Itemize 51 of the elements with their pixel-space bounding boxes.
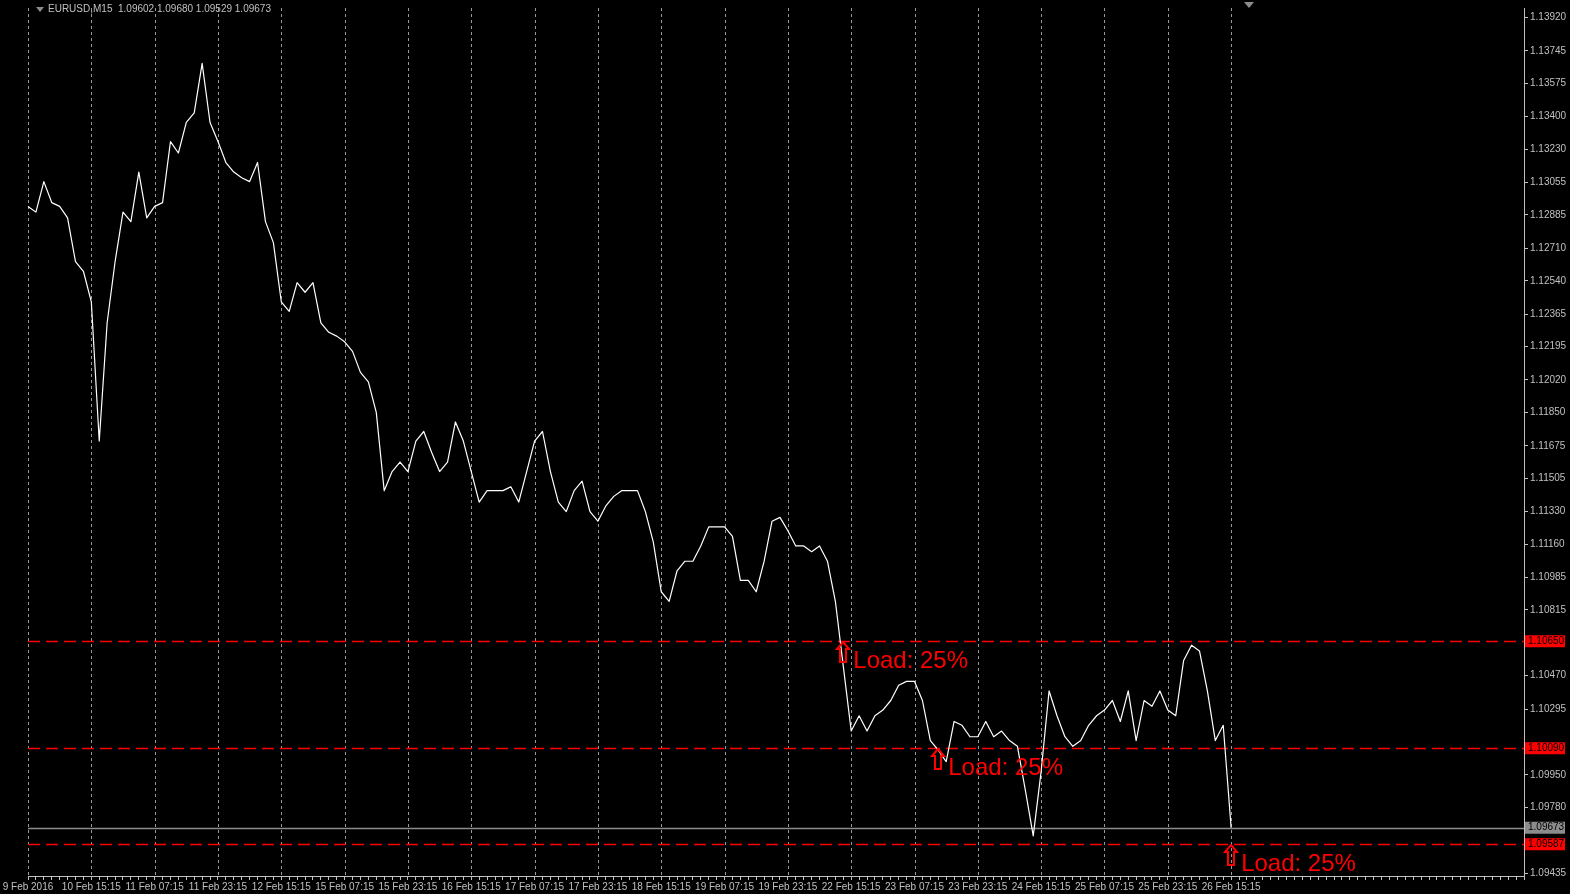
y-tick-label: 1.10470 bbox=[1530, 669, 1567, 681]
x-tick-label: 15 Feb 23:15 bbox=[378, 880, 438, 892]
annotation: Load: 25% bbox=[1241, 849, 1356, 877]
x-tick-label: 12 Feb 15:15 bbox=[251, 880, 312, 892]
x-tick-label: 17 Feb 07:15 bbox=[505, 880, 565, 892]
ref-line-label: 1.10650 bbox=[1528, 635, 1565, 647]
y-tick-label: 1.13230 bbox=[1530, 142, 1567, 154]
y-tick-label: 1.11330 bbox=[1530, 505, 1566, 517]
x-tick-label: 9 Feb 2016 bbox=[2, 880, 54, 892]
y-tick-label: 1.11160 bbox=[1530, 537, 1566, 549]
ref-line-label: 1.09673 bbox=[1528, 821, 1565, 833]
x-tick-label: 25 Feb 07:15 bbox=[1075, 880, 1135, 892]
x-tick-label: 19 Feb 23:15 bbox=[758, 880, 818, 892]
x-tick-label: 15 Feb 07:15 bbox=[315, 880, 375, 892]
x-tick-label: 23 Feb 07:15 bbox=[885, 880, 945, 892]
y-tick-label: 1.09780 bbox=[1530, 801, 1567, 813]
x-tick-label: 26 Feb 15:15 bbox=[1201, 880, 1262, 892]
y-tick-label: 1.12195 bbox=[1530, 340, 1567, 352]
y-tick-label: 1.09950 bbox=[1530, 768, 1567, 780]
ref-line-label: 1.10090 bbox=[1528, 741, 1565, 753]
y-tick-label: 1.10815 bbox=[1530, 603, 1567, 615]
y-tick-label: 1.12365 bbox=[1530, 307, 1567, 319]
x-tick-label: 22 Feb 15:15 bbox=[821, 880, 882, 892]
ref-line-label: 1.09587 bbox=[1528, 837, 1565, 849]
y-tick-label: 1.11505 bbox=[1530, 472, 1566, 483]
y-tick-label: 1.12710 bbox=[1530, 242, 1567, 254]
y-tick-label: 1.12020 bbox=[1530, 373, 1567, 385]
x-tick-label: 25 Feb 23:15 bbox=[1138, 880, 1198, 892]
y-tick-label: 1.13400 bbox=[1530, 110, 1567, 122]
x-tick-label: 18 Feb 15:15 bbox=[631, 880, 692, 892]
y-tick-label: 1.11850 bbox=[1530, 406, 1566, 418]
y-tick-label: 1.10295 bbox=[1530, 702, 1567, 714]
y-tick-label: 1.13920 bbox=[1530, 11, 1567, 23]
y-tick-label: 1.11675 bbox=[1530, 439, 1566, 451]
y-tick-label: 1.13055 bbox=[1530, 176, 1567, 188]
x-tick-label: 19 Feb 07:15 bbox=[695, 880, 755, 892]
x-tick-label: 17 Feb 23:15 bbox=[568, 880, 628, 892]
y-tick-label: 1.12540 bbox=[1530, 274, 1567, 286]
x-tick-label: 16 Feb 15:15 bbox=[441, 880, 502, 892]
x-tick-label: 11 Feb 23:15 bbox=[188, 880, 248, 892]
x-tick-label: 23 Feb 23:15 bbox=[948, 880, 1008, 892]
y-tick-label: 1.13575 bbox=[1530, 77, 1567, 89]
annotation: Load: 25% bbox=[853, 646, 969, 674]
x-tick-label: 24 Feb 15:15 bbox=[1011, 880, 1072, 892]
chart-title: EURUSD,M15 1.09602 1.09680 1.09529 1.09673 bbox=[48, 3, 271, 14]
y-tick-label: 1.10985 bbox=[1530, 571, 1567, 583]
x-tick-label: 11 Feb 07:15 bbox=[125, 880, 185, 892]
y-tick-label: 1.13745 bbox=[1530, 44, 1567, 56]
y-tick-label: 1.12885 bbox=[1530, 208, 1567, 220]
x-tick-label: 10 Feb 15:15 bbox=[61, 880, 122, 892]
y-tick-label: 1.09435 bbox=[1530, 866, 1567, 878]
